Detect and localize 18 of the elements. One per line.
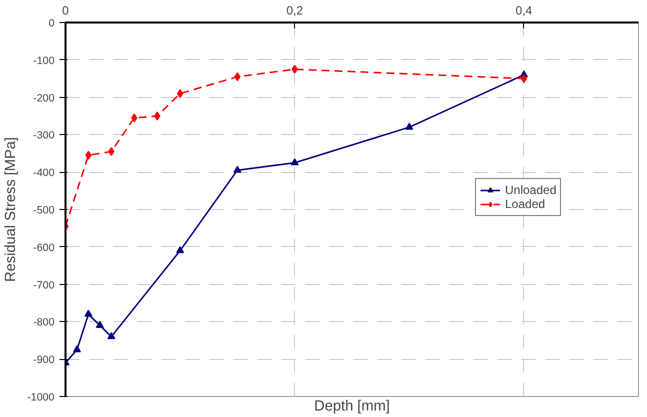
y-tick-label: -600 xyxy=(33,242,55,254)
y-tick-label: -1000 xyxy=(27,392,55,404)
legend-label: Unloaded xyxy=(505,183,556,197)
y-tick-label: -100 xyxy=(33,54,55,67)
y-tick-label: -300 xyxy=(33,130,55,142)
x-tick-label: 0 xyxy=(62,4,70,18)
y-tick-label: 0 xyxy=(48,18,55,30)
y-tick-label: -900 xyxy=(33,354,55,366)
y-axis-title: Residual Stress [MPa] xyxy=(3,136,20,282)
legend-label: Loaded xyxy=(505,197,546,211)
y-tick-label: -700 xyxy=(33,279,55,292)
x-tick-label: 0,4 xyxy=(516,4,533,18)
y-tick-label: -200 xyxy=(33,92,55,104)
y-tick-label: -500 xyxy=(33,204,55,216)
y-tick-label: -800 xyxy=(33,316,55,329)
y-tick-label: -400 xyxy=(33,167,55,180)
x-axis-title: Depth [mm] xyxy=(314,398,390,414)
x-tick-label: 0,2 xyxy=(286,4,304,18)
